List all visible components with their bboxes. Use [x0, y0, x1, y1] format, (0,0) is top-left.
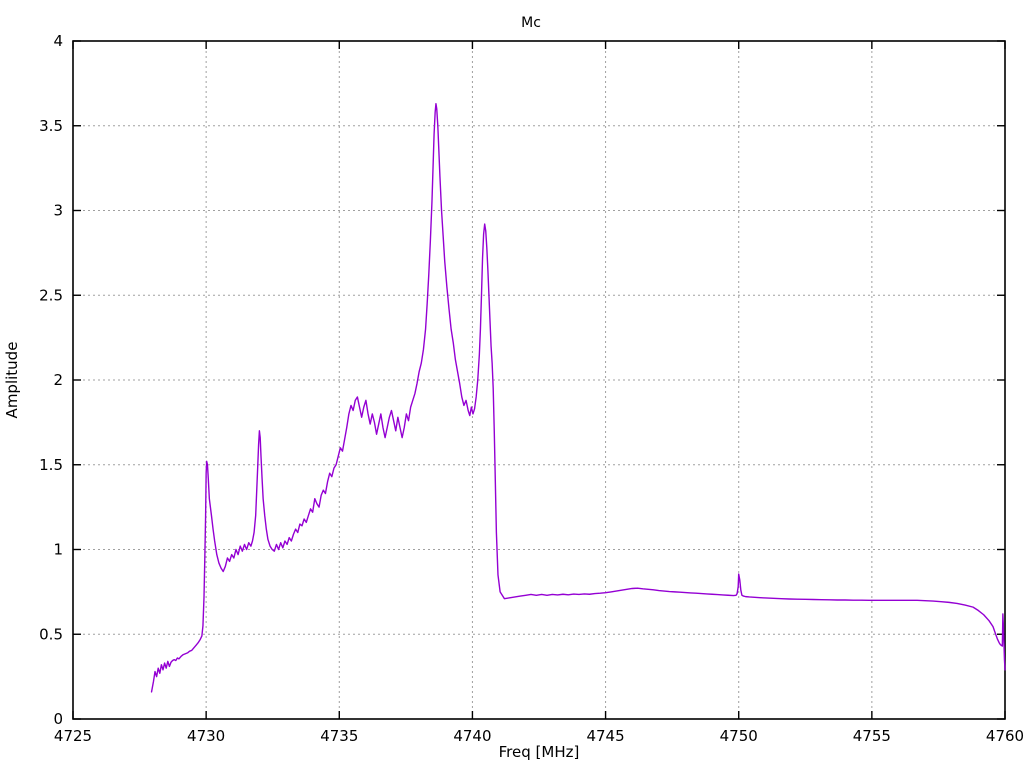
x-tick-label: 4735: [320, 727, 358, 745]
y-axis-tick-labels: 0 0.5 1 1.5 2 2.5 3 3.5 4: [39, 32, 63, 728]
y-tick-label: 2: [53, 371, 63, 389]
y-tick-label: 1.5: [39, 456, 63, 474]
y-tick-label: 4: [53, 32, 63, 50]
axis-ticks: [72, 40, 1006, 720]
x-tick-label: 4760: [986, 727, 1024, 745]
y-tick-label: 1: [53, 541, 63, 559]
grid-lines: [73, 41, 1005, 719]
x-tick-label: 4755: [853, 727, 891, 745]
x-tick-label: 4750: [720, 727, 758, 745]
y-tick-label: 0.5: [39, 625, 63, 643]
y-tick-label: 0: [53, 710, 63, 728]
data-line-Mc: [150, 103, 1006, 693]
x-tick-label: 4725: [54, 727, 92, 745]
y-tick-label: 3: [53, 202, 63, 220]
x-tick-label: 4740: [453, 727, 491, 745]
x-axis-tick-labels: 4725 4730 4735 4740 4745 4750 4755 4760: [54, 727, 1024, 745]
y-tick-label: 2.5: [39, 286, 63, 304]
y-axis-label: Amplitude: [3, 342, 21, 419]
data-series-layer: [150, 103, 1006, 693]
x-axis-label: Freq [MHz]: [499, 743, 580, 761]
y-tick-label: 3.5: [39, 117, 63, 135]
x-tick-label: 4745: [586, 727, 624, 745]
x-tick-label: 4730: [187, 727, 225, 745]
chart-title: Mc: [521, 15, 541, 31]
